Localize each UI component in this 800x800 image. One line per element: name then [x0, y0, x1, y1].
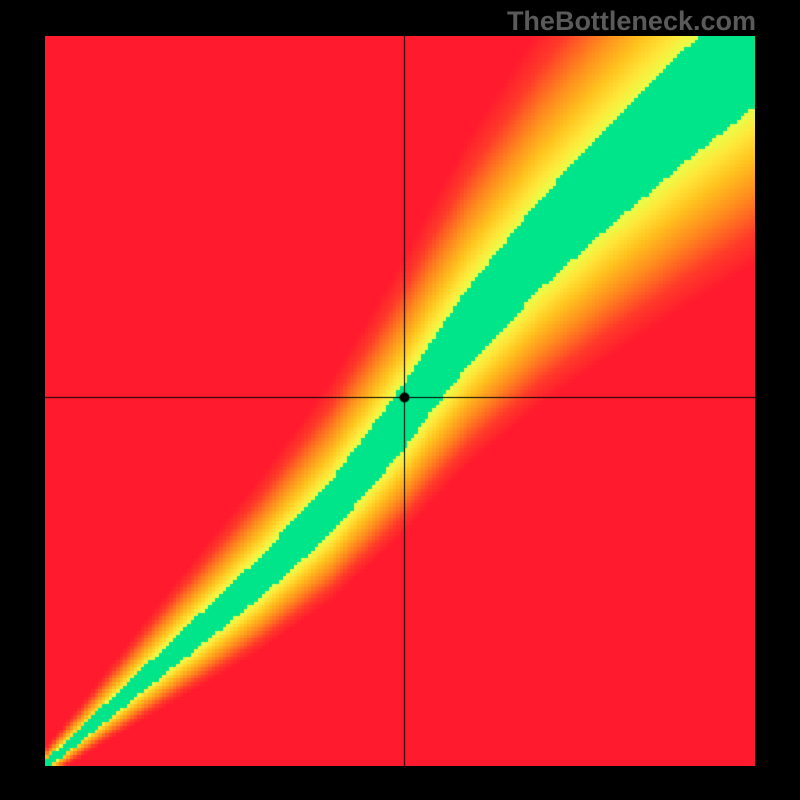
bottleneck-heatmap	[45, 36, 755, 766]
chart-container: TheBottleneck.com	[0, 0, 800, 800]
watermark-text: TheBottleneck.com	[507, 6, 756, 37]
